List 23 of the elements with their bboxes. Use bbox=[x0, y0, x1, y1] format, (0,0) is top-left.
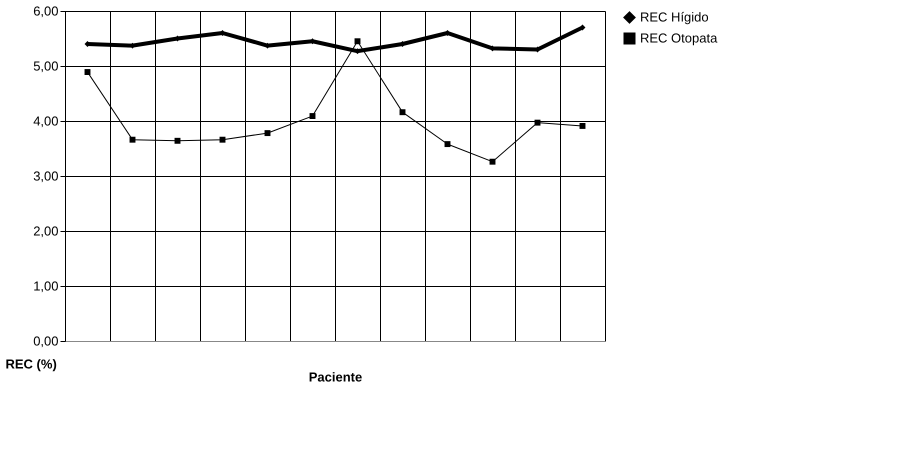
y-tick-label: 3,00 bbox=[33, 168, 58, 184]
y-axis-title: REC (%) bbox=[6, 356, 57, 372]
point bbox=[400, 109, 406, 116]
y-tick-label: 4,00 bbox=[33, 114, 58, 128]
point bbox=[130, 136, 136, 143]
point bbox=[310, 113, 316, 120]
point bbox=[444, 141, 450, 148]
point bbox=[534, 120, 540, 126]
point bbox=[580, 122, 586, 129]
point bbox=[84, 69, 90, 76]
y-tick-label: 6,00 bbox=[33, 4, 58, 18]
point bbox=[174, 138, 180, 144]
y-tick-label: 2,00 bbox=[33, 224, 58, 238]
x-axis-title: Paciente bbox=[308, 370, 362, 384]
y-tick-label: 0,00 bbox=[33, 334, 58, 348]
point bbox=[490, 158, 496, 165]
point bbox=[354, 38, 360, 44]
point bbox=[220, 136, 226, 143]
legend-label: REC Hígido bbox=[640, 10, 709, 24]
legend-label: REC Otopata bbox=[640, 30, 718, 46]
y-tick-label: 5,00 bbox=[33, 58, 58, 74]
point bbox=[264, 130, 270, 136]
y-tick-label: 1,00 bbox=[33, 278, 58, 294]
